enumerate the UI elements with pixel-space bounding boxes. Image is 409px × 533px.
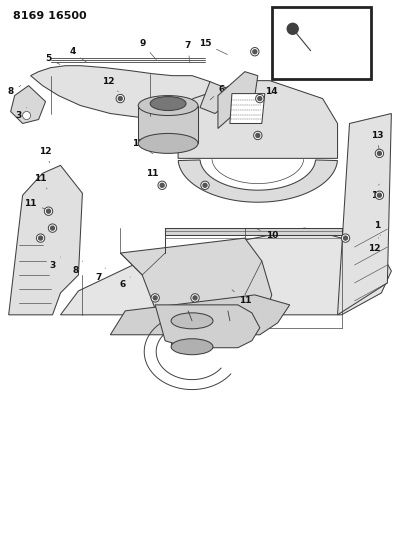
Text: 14: 14 [261, 87, 277, 103]
Polygon shape [9, 165, 82, 315]
Circle shape [377, 193, 380, 197]
Circle shape [153, 296, 157, 300]
Bar [271, 7, 371, 79]
Text: 15: 15 [198, 39, 227, 54]
Text: 2: 2 [337, 56, 344, 67]
Circle shape [118, 96, 122, 101]
Text: 7: 7 [184, 41, 191, 63]
Bar [138, 106, 198, 143]
Text: 12: 12 [370, 184, 383, 200]
Circle shape [190, 294, 199, 302]
Circle shape [255, 94, 263, 103]
Text: 3: 3 [16, 108, 27, 120]
Circle shape [374, 191, 383, 199]
Ellipse shape [138, 133, 198, 154]
Circle shape [193, 296, 197, 300]
Polygon shape [178, 80, 337, 158]
Circle shape [151, 294, 159, 302]
Polygon shape [218, 71, 257, 128]
Text: 5: 5 [45, 54, 60, 64]
Circle shape [48, 224, 56, 232]
Ellipse shape [171, 313, 212, 329]
Text: 8: 8 [72, 261, 82, 276]
Text: 11: 11 [34, 174, 47, 189]
Polygon shape [337, 114, 391, 315]
Circle shape [47, 209, 50, 213]
Polygon shape [178, 160, 337, 202]
Circle shape [374, 149, 383, 158]
Text: 11: 11 [24, 199, 48, 210]
Ellipse shape [150, 96, 186, 110]
Text: 1: 1 [373, 221, 380, 236]
Text: 12: 12 [102, 77, 118, 92]
Circle shape [377, 151, 380, 156]
Polygon shape [200, 82, 227, 114]
Circle shape [116, 94, 124, 103]
Text: 6: 6 [119, 277, 130, 289]
Text: 11: 11 [146, 169, 160, 183]
Polygon shape [110, 295, 289, 335]
Polygon shape [229, 94, 264, 124]
Circle shape [257, 96, 261, 101]
Circle shape [38, 236, 43, 240]
Circle shape [36, 234, 45, 243]
Polygon shape [31, 66, 218, 117]
Circle shape [157, 181, 166, 189]
Text: 12: 12 [367, 238, 380, 253]
Text: 11: 11 [231, 290, 250, 305]
Ellipse shape [138, 95, 198, 116]
Text: 9: 9 [162, 306, 175, 316]
Polygon shape [155, 305, 259, 348]
Polygon shape [11, 86, 45, 124]
Polygon shape [61, 228, 391, 315]
Text: 9: 9 [139, 39, 156, 60]
Circle shape [22, 111, 31, 119]
Circle shape [202, 183, 207, 187]
Circle shape [250, 47, 258, 56]
Text: 7: 7 [95, 268, 105, 282]
Circle shape [160, 183, 164, 187]
Circle shape [50, 226, 54, 230]
Text: 12: 12 [39, 147, 52, 163]
Text: 13: 13 [370, 131, 383, 151]
Circle shape [253, 131, 261, 140]
Text: 3: 3 [49, 257, 61, 270]
Circle shape [343, 236, 347, 240]
Bar [171, 321, 212, 347]
Circle shape [252, 50, 256, 54]
Circle shape [200, 181, 209, 189]
Polygon shape [165, 228, 341, 235]
Ellipse shape [171, 339, 212, 354]
Text: 8: 8 [7, 86, 20, 96]
Text: 10: 10 [257, 229, 277, 240]
Circle shape [287, 23, 297, 34]
Circle shape [44, 207, 53, 215]
Circle shape [341, 234, 349, 243]
Polygon shape [120, 238, 271, 335]
Text: 4: 4 [69, 47, 86, 62]
Text: 6: 6 [209, 85, 225, 100]
Circle shape [255, 133, 259, 138]
Text: 12: 12 [132, 139, 153, 154]
Text: 8169 16500: 8169 16500 [13, 11, 86, 21]
